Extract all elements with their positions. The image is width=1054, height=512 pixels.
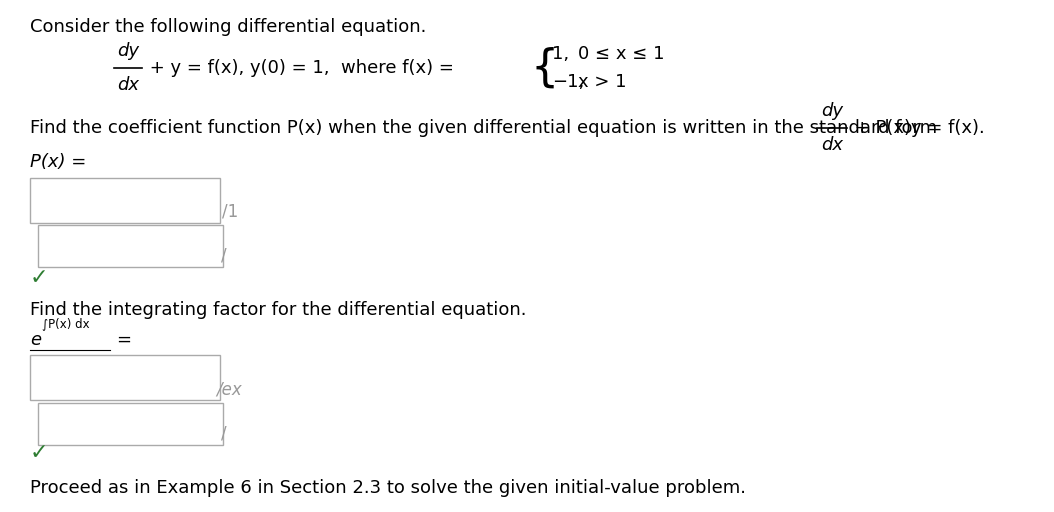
- Text: ✓: ✓: [30, 268, 48, 288]
- Text: 1,: 1,: [552, 45, 569, 63]
- Text: + y = f(x), y(0) = 1,  where f(x) =: + y = f(x), y(0) = 1, where f(x) =: [144, 59, 460, 77]
- Text: Find the integrating factor for the differential equation.: Find the integrating factor for the diff…: [30, 301, 527, 319]
- Text: {: {: [530, 47, 559, 90]
- Text: dx: dx: [821, 136, 843, 154]
- Text: P(x) =: P(x) =: [30, 153, 86, 171]
- Bar: [30, 178, 220, 223]
- Text: /: /: [221, 425, 227, 443]
- Text: −1,: −1,: [552, 73, 584, 91]
- Text: ∫P(x) dx: ∫P(x) dx: [42, 317, 90, 330]
- Text: dx: dx: [117, 76, 139, 94]
- Text: =: =: [116, 331, 131, 349]
- Text: x > 1: x > 1: [578, 73, 626, 91]
- Text: e: e: [30, 331, 41, 349]
- Text: /: /: [221, 247, 227, 265]
- Text: /1: /1: [222, 203, 238, 221]
- Text: dy: dy: [821, 102, 843, 120]
- Text: Proceed as in Example 6 in Section 2.3 to solve the given initial-value problem.: Proceed as in Example 6 in Section 2.3 t…: [30, 479, 746, 497]
- Text: Find the coefficient function P(x) when the given differential equation is writt: Find the coefficient function P(x) when …: [30, 119, 937, 137]
- Bar: [30, 355, 220, 400]
- Bar: [38, 225, 223, 267]
- Text: /ex: /ex: [216, 380, 241, 398]
- Text: dy: dy: [117, 42, 139, 60]
- Text: + P(x)y = f(x).: + P(x)y = f(x).: [850, 119, 984, 137]
- Text: ✓: ✓: [30, 443, 48, 463]
- Bar: [38, 403, 223, 445]
- Text: Consider the following differential equation.: Consider the following differential equa…: [30, 18, 427, 36]
- Text: 0 ≤ x ≤ 1: 0 ≤ x ≤ 1: [578, 45, 664, 63]
